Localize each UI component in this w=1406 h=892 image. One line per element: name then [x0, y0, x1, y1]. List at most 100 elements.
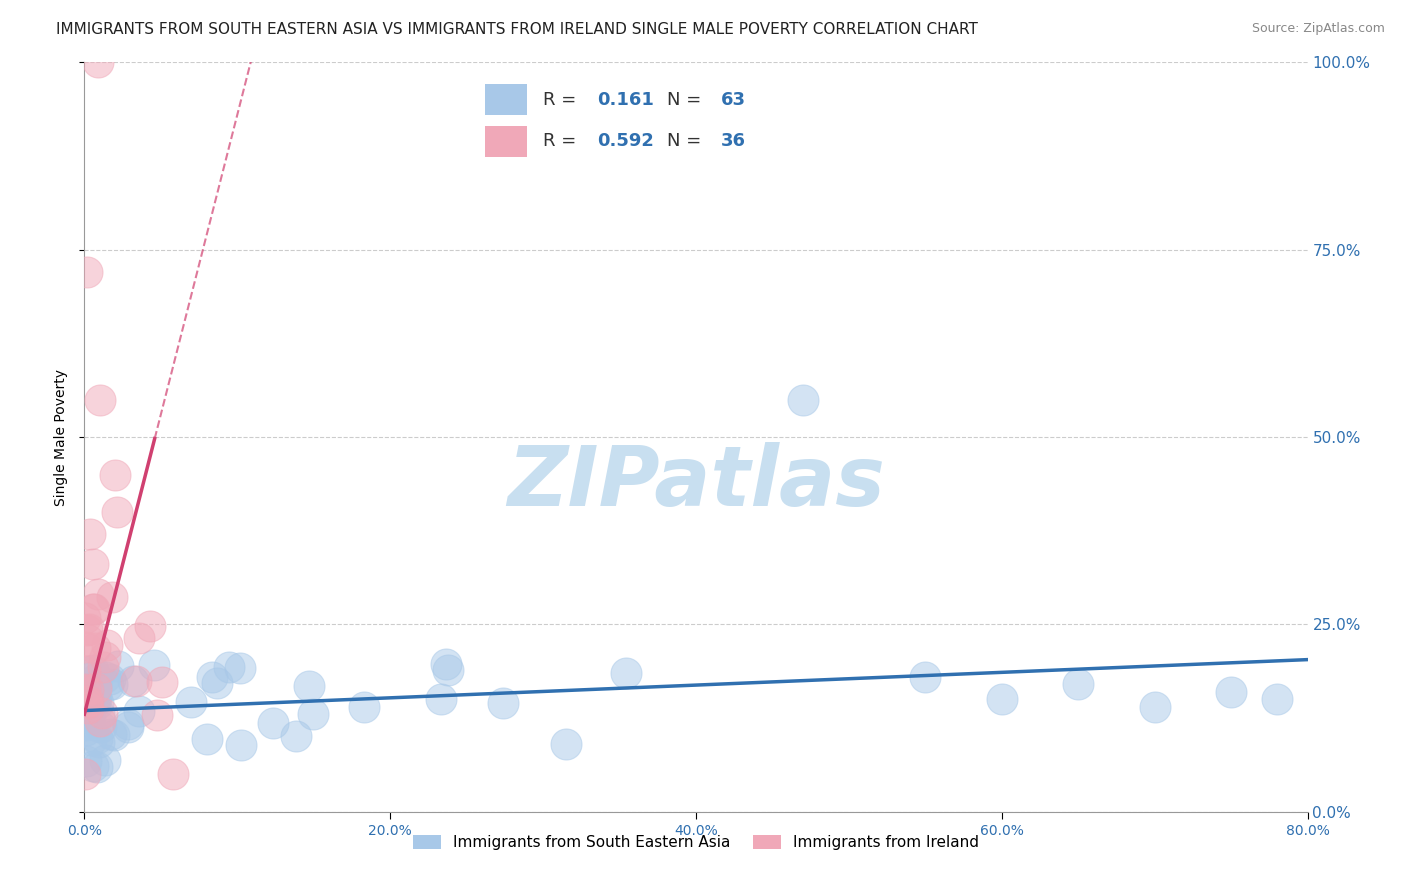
- Point: [87, 707, 110, 722]
- Point: [75, 664, 97, 678]
- Point: [231, 738, 253, 752]
- Point: [76, 265, 98, 279]
- Point: [284, 729, 307, 743]
- Point: [162, 767, 184, 781]
- Point: [75, 693, 97, 707]
- Point: [145, 708, 167, 723]
- Point: [107, 659, 129, 673]
- Point: [90, 720, 112, 734]
- Point: [105, 505, 128, 519]
- Y-axis label: Single Male Poverty: Single Male Poverty: [55, 368, 69, 506]
- Point: [89, 392, 111, 407]
- Point: [491, 697, 513, 711]
- Point: [87, 587, 110, 601]
- Point: [150, 674, 173, 689]
- Point: [94, 754, 117, 768]
- Point: [100, 727, 122, 741]
- Point: [79, 732, 101, 747]
- Point: [76, 623, 98, 637]
- Point: [79, 527, 101, 541]
- Legend: Immigrants from South Eastern Asia, Immigrants from Ireland: Immigrants from South Eastern Asia, Immi…: [406, 830, 986, 856]
- Point: [302, 707, 325, 722]
- Point: [614, 666, 637, 681]
- Point: [143, 658, 166, 673]
- Point: [128, 704, 150, 718]
- Point: [554, 737, 576, 751]
- Text: ZIPatlas: ZIPatlas: [508, 442, 884, 523]
- Point: [83, 640, 105, 655]
- Point: [201, 669, 224, 683]
- Point: [86, 731, 108, 745]
- Point: [86, 759, 108, 773]
- Point: [75, 681, 97, 696]
- Point: [84, 679, 107, 693]
- Text: IMMIGRANTS FROM SOUTH EASTERN ASIA VS IMMIGRANTS FROM IRELAND SINGLE MALE POVERT: IMMIGRANTS FROM SOUTH EASTERN ASIA VS IM…: [56, 22, 979, 37]
- Point: [93, 670, 115, 684]
- Point: [82, 601, 104, 615]
- Point: [792, 392, 814, 407]
- Point: [197, 731, 219, 746]
- Point: [94, 649, 117, 664]
- Point: [1067, 677, 1090, 691]
- Point: [100, 590, 122, 604]
- Text: Source: ZipAtlas.com: Source: ZipAtlas.com: [1251, 22, 1385, 36]
- Point: [101, 676, 124, 690]
- Point: [117, 717, 139, 731]
- Point: [218, 659, 240, 673]
- Point: [82, 663, 104, 677]
- Point: [82, 670, 104, 684]
- Point: [117, 720, 139, 734]
- Point: [82, 759, 104, 773]
- Point: [103, 728, 125, 742]
- Point: [77, 694, 100, 708]
- Point: [77, 701, 100, 715]
- Point: [430, 692, 453, 706]
- Point: [93, 660, 115, 674]
- Point: [228, 661, 250, 675]
- Point: [83, 602, 105, 616]
- Point: [91, 706, 114, 720]
- Point: [434, 657, 457, 672]
- Point: [77, 695, 100, 709]
- Point: [75, 754, 97, 768]
- Point: [1220, 685, 1243, 699]
- Point: [97, 678, 120, 692]
- Point: [77, 622, 100, 636]
- Point: [437, 663, 460, 677]
- Point: [262, 715, 284, 730]
- Point: [86, 672, 108, 686]
- Point: [180, 695, 202, 709]
- Point: [353, 700, 375, 714]
- Point: [87, 55, 110, 70]
- Point: [87, 735, 110, 749]
- Point: [96, 638, 118, 652]
- Point: [128, 632, 150, 646]
- Point: [82, 558, 104, 572]
- Point: [75, 610, 97, 624]
- Point: [914, 670, 936, 684]
- Point: [139, 619, 162, 633]
- Point: [79, 711, 101, 725]
- Point: [87, 696, 110, 710]
- Point: [122, 674, 145, 689]
- Point: [205, 675, 228, 690]
- Point: [75, 767, 97, 781]
- Point: [104, 467, 127, 482]
- Point: [84, 681, 107, 695]
- Point: [84, 690, 107, 705]
- Point: [84, 695, 107, 709]
- Point: [75, 723, 97, 737]
- Point: [76, 633, 98, 648]
- Point: [98, 672, 121, 686]
- Point: [77, 706, 100, 721]
- Point: [991, 692, 1014, 706]
- Point: [77, 682, 100, 697]
- Point: [84, 690, 107, 705]
- Point: [75, 717, 97, 731]
- Point: [125, 673, 148, 688]
- Point: [298, 679, 321, 693]
- Point: [80, 664, 103, 678]
- Point: [1143, 699, 1166, 714]
- Point: [1265, 692, 1288, 706]
- Point: [77, 706, 100, 720]
